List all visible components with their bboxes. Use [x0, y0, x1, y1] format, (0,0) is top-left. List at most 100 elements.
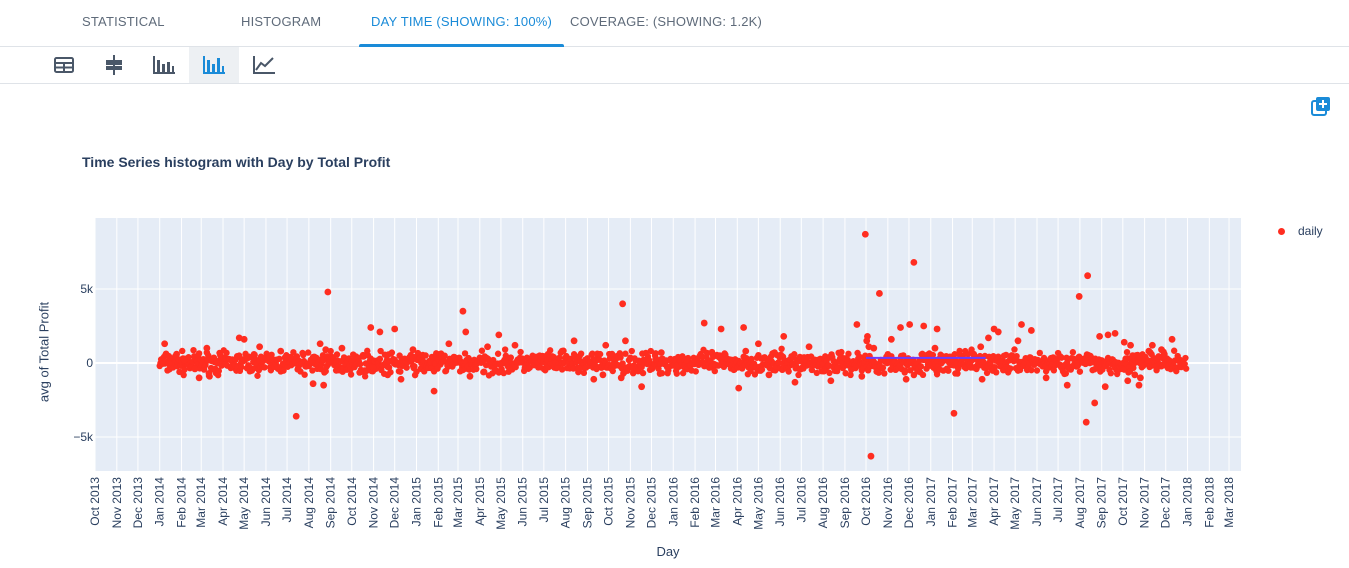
data-point[interactable]: [558, 347, 566, 355]
data-point[interactable]: [1075, 293, 1083, 300]
data-point[interactable]: [920, 322, 928, 330]
data-point[interactable]: [1148, 341, 1156, 349]
histogram-button[interactable]: [189, 47, 239, 83]
data-point[interactable]: [1129, 352, 1137, 359]
data-point[interactable]: [430, 387, 438, 395]
data-point[interactable]: [223, 349, 230, 357]
data-point[interactable]: [673, 370, 680, 377]
data-point[interactable]: [902, 375, 910, 383]
data-point[interactable]: [847, 371, 854, 379]
data-point[interactable]: [333, 351, 341, 358]
data-point[interactable]: [639, 369, 647, 377]
data-point[interactable]: [161, 340, 169, 348]
data-point[interactable]: [858, 372, 866, 380]
data-point[interactable]: [459, 307, 467, 315]
data-point[interactable]: [991, 364, 998, 371]
data-point[interactable]: [501, 346, 509, 353]
data-point[interactable]: [1084, 272, 1092, 280]
data-point[interactable]: [261, 364, 268, 371]
data-point[interactable]: [1107, 370, 1115, 377]
data-point[interactable]: [1127, 341, 1134, 349]
data-point[interactable]: [511, 341, 519, 349]
data-point[interactable]: [316, 340, 324, 348]
data-point[interactable]: [165, 360, 173, 368]
data-point[interactable]: [735, 384, 743, 392]
data-point[interactable]: [619, 360, 626, 367]
tab-day-time[interactable]: DAY TIME (SHOWING: 100%): [358, 0, 565, 47]
data-point[interactable]: [1076, 368, 1084, 375]
data-point[interactable]: [501, 356, 509, 364]
data-point[interactable]: [717, 325, 725, 333]
data-point[interactable]: [301, 371, 308, 378]
data-point[interactable]: [956, 347, 963, 355]
tab-statistical[interactable]: STATISTICAL: [82, 14, 165, 29]
data-point[interactable]: [754, 340, 762, 348]
data-point[interactable]: [910, 258, 918, 266]
data-point[interactable]: [238, 363, 245, 371]
data-point[interactable]: [711, 367, 718, 375]
data-point[interactable]: [1013, 352, 1020, 360]
data-point[interactable]: [742, 347, 750, 355]
data-point[interactable]: [276, 355, 283, 362]
data-point[interactable]: [1014, 337, 1022, 345]
data-point[interactable]: [994, 328, 1002, 336]
data-point[interactable]: [1033, 367, 1041, 374]
data-point[interactable]: [929, 351, 937, 359]
data-point[interactable]: [827, 377, 835, 385]
data-point[interactable]: [950, 409, 958, 417]
data-point[interactable]: [867, 452, 875, 460]
data-point[interactable]: [577, 350, 585, 357]
data-point[interactable]: [1050, 367, 1058, 374]
data-point[interactable]: [775, 359, 783, 366]
data-point[interactable]: [1036, 349, 1043, 357]
data-point[interactable]: [190, 346, 197, 354]
tab-coverage[interactable]: COVERAGE: (SHOWING: 1.2K): [570, 14, 763, 29]
data-point[interactable]: [683, 356, 691, 364]
data-point[interactable]: [805, 343, 813, 351]
data-point[interactable]: [500, 369, 507, 377]
data-point[interactable]: [1146, 349, 1154, 357]
data-point[interactable]: [977, 343, 985, 351]
legend[interactable]: daily: [1278, 224, 1323, 238]
data-point[interactable]: [181, 366, 188, 373]
data-point[interactable]: [411, 363, 418, 370]
data-point[interactable]: [338, 344, 346, 352]
data-point[interactable]: [1018, 321, 1025, 328]
data-point[interactable]: [280, 367, 287, 374]
data-point[interactable]: [609, 367, 616, 375]
add-to-dashboard-button[interactable]: [1311, 96, 1331, 116]
data-point[interactable]: [875, 369, 882, 376]
data-point[interactable]: [361, 373, 369, 380]
data-point[interactable]: [780, 332, 788, 340]
data-point[interactable]: [931, 344, 939, 352]
data-point[interactable]: [311, 353, 318, 361]
data-point[interactable]: [414, 349, 422, 357]
data-point[interactable]: [652, 355, 660, 362]
data-point[interactable]: [1082, 418, 1090, 426]
data-point[interactable]: [881, 370, 888, 377]
data-point[interactable]: [1124, 377, 1132, 385]
data-point[interactable]: [1168, 335, 1176, 343]
data-point[interactable]: [403, 364, 410, 371]
data-point[interactable]: [195, 350, 203, 357]
data-point[interactable]: [1063, 354, 1070, 362]
data-point[interactable]: [765, 371, 773, 379]
data-point[interactable]: [933, 371, 941, 378]
data-point[interactable]: [619, 300, 627, 308]
data-point[interactable]: [978, 375, 986, 383]
data-point[interactable]: [478, 347, 486, 354]
tab-histogram[interactable]: HISTOGRAM: [241, 14, 322, 29]
data-point[interactable]: [655, 365, 662, 372]
data-point[interactable]: [376, 355, 384, 363]
data-point[interactable]: [1136, 374, 1144, 382]
data-point[interactable]: [589, 350, 596, 357]
data-point[interactable]: [292, 412, 300, 420]
data-point[interactable]: [397, 368, 404, 375]
data-point[interactable]: [180, 356, 188, 364]
data-point[interactable]: [332, 366, 340, 374]
data-point[interactable]: [652, 350, 659, 357]
data-point[interactable]: [517, 348, 524, 356]
data-point[interactable]: [791, 378, 799, 386]
data-point[interactable]: [1182, 365, 1190, 372]
data-point[interactable]: [917, 363, 925, 370]
